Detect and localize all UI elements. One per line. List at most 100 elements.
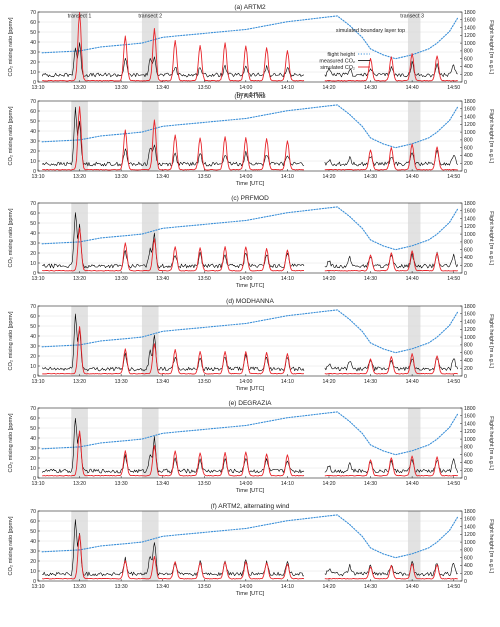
x-axis-label: Time [UTC] [236, 488, 265, 494]
y-tick-label: 0 [33, 80, 36, 86]
y2-tick-label: 1400 [464, 421, 476, 427]
x-tick-label: 14:20 [322, 85, 335, 91]
y-tick-label: 10 [30, 70, 36, 76]
panel-title: (a) ARTM2 [234, 4, 266, 11]
transect-shade-1 [71, 511, 88, 581]
panel-title: (d) MODHANNA [226, 298, 274, 305]
y2-tick-label: 400 [464, 153, 473, 159]
y2-tick-label: 1200 [464, 224, 476, 230]
flight-height-line [41, 514, 459, 559]
y-axis-label: CO₂ mixing ratio [ppmv] [8, 17, 14, 77]
y2-tick-label: 0 [464, 374, 467, 380]
panel-title: (e) DEGRAZIA [229, 400, 273, 407]
y2-tick-label: 600 [464, 56, 473, 62]
x-tick-label: 13:40 [156, 584, 169, 590]
y-tick-label: 40 [30, 334, 36, 340]
transect-shade-2 [141, 511, 159, 581]
y-tick-label: 0 [33, 476, 36, 482]
simulated-co2-line [42, 106, 458, 171]
x-tick-label: 13:30 [115, 174, 128, 180]
x-tick-label: 14:40 [406, 276, 419, 282]
y-axis-label: CO₂ mixing ratio [ppmv] [8, 413, 14, 473]
y-tick-label: 10 [30, 261, 36, 267]
y2-axis-label: Flight height [m a.g.L] [488, 211, 494, 265]
y-tick-label: 30 [30, 241, 36, 247]
transect-shade-2 [141, 203, 159, 273]
y2-tick-label: 800 [464, 343, 473, 349]
y-axis-label: CO₂ mixing ratio [ppmv] [8, 516, 14, 576]
y2-axis-label: Flight height [m a.g.L] [488, 519, 494, 573]
transect-shade-1 [71, 203, 88, 273]
x-tick-label: 14:30 [364, 584, 377, 590]
y-tick-label: 60 [30, 519, 36, 525]
y-tick-label: 40 [30, 40, 36, 46]
x-tick-label: 13:50 [198, 85, 211, 91]
x-tick-label: 14:30 [364, 276, 377, 282]
x-tick-label: 14:30 [364, 174, 377, 180]
boundary-layer-label: simulated boundary layer top [336, 28, 405, 34]
measured-co2-line [41, 106, 459, 167]
transect-shade-3 [407, 12, 421, 82]
y-axis-label: CO₂ mixing ratio [ppmv] [8, 208, 14, 268]
y-tick-label: 70 [30, 99, 36, 105]
y2-tick-label: 1800 [464, 201, 476, 207]
transect-shade-1 [71, 12, 88, 82]
y2-tick-label: 1000 [464, 130, 476, 136]
y-tick-label: 50 [30, 30, 36, 36]
x-tick-label: 14:00 [239, 85, 252, 91]
y2-axis-label: Flight height [m a.g.L] [488, 314, 494, 368]
y-tick-label: 70 [30, 406, 36, 412]
y2-tick-label: 800 [464, 49, 473, 55]
flight-height-line [41, 411, 459, 456]
transect-label-2: transect 2 [138, 14, 162, 20]
plot-frame [37, 202, 463, 274]
y2-tick-label: 1800 [464, 10, 476, 16]
x-tick-label: 14:40 [406, 379, 419, 385]
y2-tick-label: 200 [464, 161, 473, 167]
y2-tick-label: 200 [464, 468, 473, 474]
flight-height-line [41, 309, 459, 354]
simulated-co2-line [42, 11, 458, 82]
x-tick-label: 14:30 [364, 379, 377, 385]
x-tick-label: 13:50 [198, 174, 211, 180]
x-tick-label: 14:20 [322, 379, 335, 385]
plot-frame [37, 407, 463, 479]
y-tick-label: 40 [30, 539, 36, 545]
y2-tick-label: 1800 [464, 509, 476, 515]
y-axis-label: CO₂ mixing ratio [ppmv] [8, 106, 14, 166]
y-tick-label: 70 [30, 10, 36, 16]
y2-tick-label: 800 [464, 240, 473, 246]
flight-height-line [41, 104, 459, 149]
x-tick-label: 13:30 [115, 85, 128, 91]
y-tick-label: 10 [30, 159, 36, 165]
transect-label-3: transect 3 [400, 14, 424, 20]
x-tick-label: 14:10 [281, 481, 294, 487]
x-tick-label: 13:40 [156, 174, 169, 180]
legend-label-simulated: simulated CO₂ [320, 65, 355, 71]
y2-tick-label: 200 [464, 72, 473, 78]
y2-tick-label: 800 [464, 548, 473, 554]
panel-4: (d) MODHANNA 0 10 20 30 40 50 60 70 0 200 400 600800… [8, 298, 494, 392]
y2-tick-label: 1000 [464, 232, 476, 238]
x-tick-label: 13:40 [156, 379, 169, 385]
panel-title: (f) ARTM2, alternating wind [211, 503, 290, 510]
x-tick-label: 13:40 [156, 481, 169, 487]
y-tick-label: 0 [33, 169, 36, 175]
x-tick-label: 14:50 [447, 481, 460, 487]
y2-tick-label: 800 [464, 138, 473, 144]
y2-tick-label: 600 [464, 145, 473, 151]
transect-shade-1 [71, 408, 88, 478]
x-tick-label: 14:10 [281, 85, 294, 91]
x-tick-label: 13:20 [73, 379, 86, 385]
x-tick-label: 14:50 [447, 174, 460, 180]
transect-shade-3 [407, 101, 421, 171]
y2-tick-label: 1400 [464, 25, 476, 31]
y2-tick-label: 1000 [464, 41, 476, 47]
x-tick-label: 14:20 [322, 174, 335, 180]
x-tick-label: 14:00 [239, 481, 252, 487]
y-tick-label: 30 [30, 344, 36, 350]
x-tick-label: 13:30 [115, 379, 128, 385]
